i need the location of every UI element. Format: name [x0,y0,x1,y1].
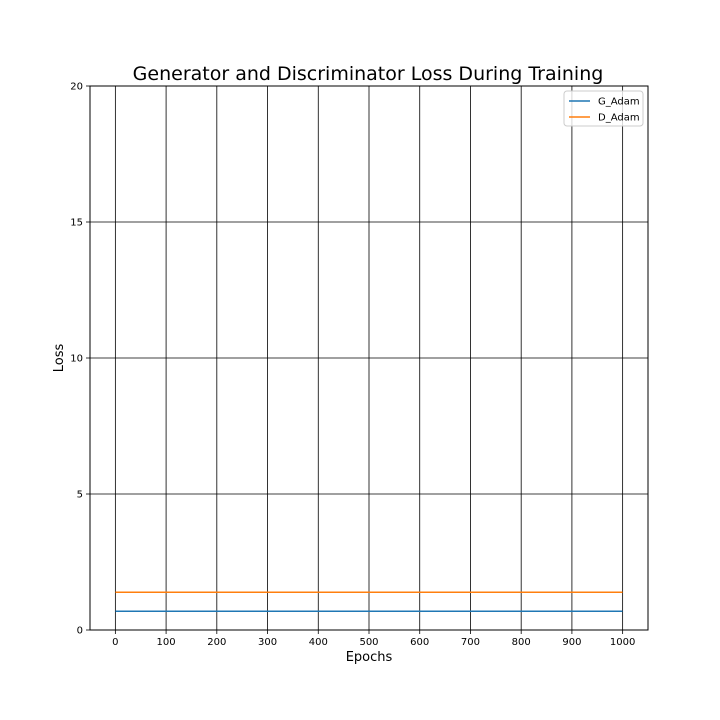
y-axis-label: Loss [52,344,67,373]
y-axis-ticks: 0 5 10 15 20 [70,82,90,637]
y-tick-label: 15 [70,218,83,229]
x-tick-label: 900 [562,637,581,648]
x-tick-label: 200 [207,637,226,648]
y-tick-label: 20 [70,82,83,93]
legend-label-d-adam: D_Adam [598,113,640,124]
series-lines [115,591,623,612]
legend-label-g-adam: G_Adam [598,97,640,108]
x-tick-label: 500 [359,637,378,648]
y-tick-label: 5 [77,490,83,501]
x-tick-label: 1000 [610,637,635,648]
x-tick-label: 800 [512,637,531,648]
x-axis-ticks: 0 100 200 300 400 500 600 700 800 900 1000 [112,630,635,648]
legend-entries: G_Adam D_Adam [569,97,640,124]
x-axis-label: Epochs [346,650,393,665]
chart-title: Generator and Discriminator Loss During … [133,63,604,85]
grid-lines [90,86,648,630]
x-tick-label: 0 [112,637,118,648]
x-tick-label: 700 [461,637,480,648]
legend: G_Adam D_Adam [563,90,644,127]
x-tick-label: 300 [258,637,277,648]
y-tick-label: 0 [77,626,83,637]
y-tick-label: 10 [70,354,83,365]
x-tick-label: 100 [157,637,176,648]
x-tick-label: 400 [309,637,328,648]
x-tick-label: 600 [410,637,429,648]
